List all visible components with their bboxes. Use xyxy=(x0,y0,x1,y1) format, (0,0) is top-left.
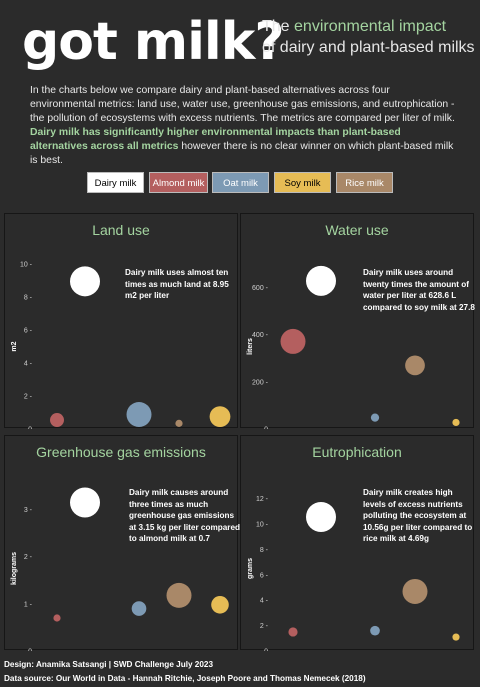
footer-source: Data source: Our World in Data - Hannah … xyxy=(4,674,366,683)
point-almond-milk xyxy=(53,614,61,622)
ghg-annotation: Dairy milk causes around three times as … xyxy=(129,488,241,543)
intro-text: In the charts below we compare dairy and… xyxy=(30,84,455,168)
chart-title: Eutrophication xyxy=(312,444,402,460)
water-use-chart: 0 200 - 400 - 600 - liters xyxy=(247,265,460,430)
point-oat-milk xyxy=(370,625,380,636)
panel-eutrophication: Eutrophication 0 2 - 4 - 6 - 8 - 10 - 12 - gram… xyxy=(240,435,474,652)
legend-item-oat[interactable]: Oat milk xyxy=(212,172,269,193)
y-tick-label: 400 - xyxy=(252,332,269,339)
subtitle: The environmental impact of dairy and pl… xyxy=(262,16,477,58)
page-title: got milk? xyxy=(22,12,284,72)
intro-highlight: Dairy milk has significantly higher envi… xyxy=(30,127,401,152)
panel-greenhouse-gas: Greenhouse gas emissions 0 1 - 2 - 3 - kilog… xyxy=(4,435,241,652)
y-tick-label: 6 - xyxy=(24,328,33,335)
point-dairy-milk xyxy=(306,501,336,532)
point-soy-milk xyxy=(211,596,229,614)
point-rice-milk xyxy=(405,355,425,376)
legend-label: Almond milk xyxy=(152,178,205,189)
legend-item-soy[interactable]: Soy milk xyxy=(274,172,331,193)
land-use-chart: 0 2 - 4 - 6 - 8 - 10 - m2 xyxy=(11,262,231,430)
y-tick-label: 8 - xyxy=(260,547,269,554)
header: got milk? The environmental impact of da… xyxy=(0,0,480,205)
point-soy-milk xyxy=(452,418,460,427)
eutrophication-annotation: Dairy milk creates high levels of excess… xyxy=(363,488,473,543)
y-tick-label: 2 - xyxy=(24,394,33,401)
y-tick-label: 1 - xyxy=(24,601,33,608)
point-dairy-milk xyxy=(70,266,100,297)
point-oat-milk xyxy=(370,413,380,422)
legend-item-almond[interactable]: Almond milk xyxy=(149,172,208,193)
y-tick-label: 0 xyxy=(264,649,268,652)
point-rice-milk xyxy=(166,582,192,608)
water-use-annotation: Dairy milk uses around twenty times the … xyxy=(363,268,475,312)
point-soy-milk xyxy=(209,406,231,427)
subtitle-line2: of dairy and plant-based milks xyxy=(262,39,475,56)
y-tick-label: 4 - xyxy=(260,598,269,605)
y-axis-label: grams xyxy=(247,558,254,579)
legend-label: Soy milk xyxy=(284,178,321,189)
subtitle-highlight: environmental impact xyxy=(294,18,447,35)
point-dairy-milk xyxy=(306,265,336,296)
y-tick-label: 10 - xyxy=(20,262,33,269)
y-axis-label: m2 xyxy=(11,341,18,351)
legend-label: Rice milk xyxy=(345,178,384,189)
footer-design: Design: Anamika Satsangi | SWD Challenge… xyxy=(4,660,214,669)
point-almond-milk xyxy=(288,627,298,637)
y-tick-label: 0 xyxy=(264,427,268,430)
chart-title: Greenhouse gas emissions xyxy=(36,444,206,460)
panel-land-use: Land use 0 2 - 4 - 6 - 8 - 10 - m2 Dairy milk … xyxy=(4,213,238,430)
ghg-chart: 0 1 - 2 - 3 - kilograms xyxy=(11,487,229,652)
point-oat-milk xyxy=(126,402,152,427)
point-almond-milk xyxy=(280,328,306,354)
y-tick-label: 0 xyxy=(28,427,32,430)
legend-label: Dairy milk xyxy=(94,178,137,189)
chart-title: Water use xyxy=(325,222,389,238)
y-tick-label: 2 - xyxy=(260,623,269,630)
point-rice-milk xyxy=(402,578,428,604)
y-tick-label: 6 - xyxy=(260,572,269,579)
panel-water-use: Water use 0 200 - 400 - 600 - liters Dairy m… xyxy=(240,213,475,430)
point-oat-milk xyxy=(131,601,147,616)
y-axis-label: kilograms xyxy=(11,552,18,585)
point-almond-milk xyxy=(50,413,64,427)
legend-label: Oat milk xyxy=(223,178,258,189)
point-dairy-milk xyxy=(70,487,100,518)
y-tick-label: 600 - xyxy=(252,285,269,292)
y-tick-label: 2 - xyxy=(24,554,33,561)
subtitle-prefix: The xyxy=(262,18,295,35)
eutrophication-chart: 0 2 - 4 - 6 - 8 - 10 - 12 - grams xyxy=(247,496,460,652)
intro-body: In the charts below we compare dairy and… xyxy=(30,85,455,124)
y-tick-label: 200 - xyxy=(252,379,269,386)
y-axis-label: liters xyxy=(247,338,254,355)
y-tick-label: 10 - xyxy=(256,522,269,529)
y-tick-label: 12 - xyxy=(256,496,269,503)
legend: Dairy milk Almond milk Oat milk Soy milk… xyxy=(0,172,480,194)
y-tick-label: 3 - xyxy=(24,507,33,514)
point-soy-milk xyxy=(452,633,460,641)
y-tick-label: 8 - xyxy=(24,295,33,302)
chart-title: Land use xyxy=(92,222,150,238)
y-tick-label: 0 xyxy=(28,649,32,652)
y-tick-label: 4 - xyxy=(24,361,33,368)
intro-tail: however there is no clear winner on whic… xyxy=(30,141,454,166)
land-use-annotation: Dairy milk uses almost ten times as much… xyxy=(125,268,229,300)
legend-item-rice[interactable]: Rice milk xyxy=(336,172,393,193)
legend-item-dairy[interactable]: Dairy milk xyxy=(87,172,144,193)
point-rice-milk xyxy=(175,419,183,427)
